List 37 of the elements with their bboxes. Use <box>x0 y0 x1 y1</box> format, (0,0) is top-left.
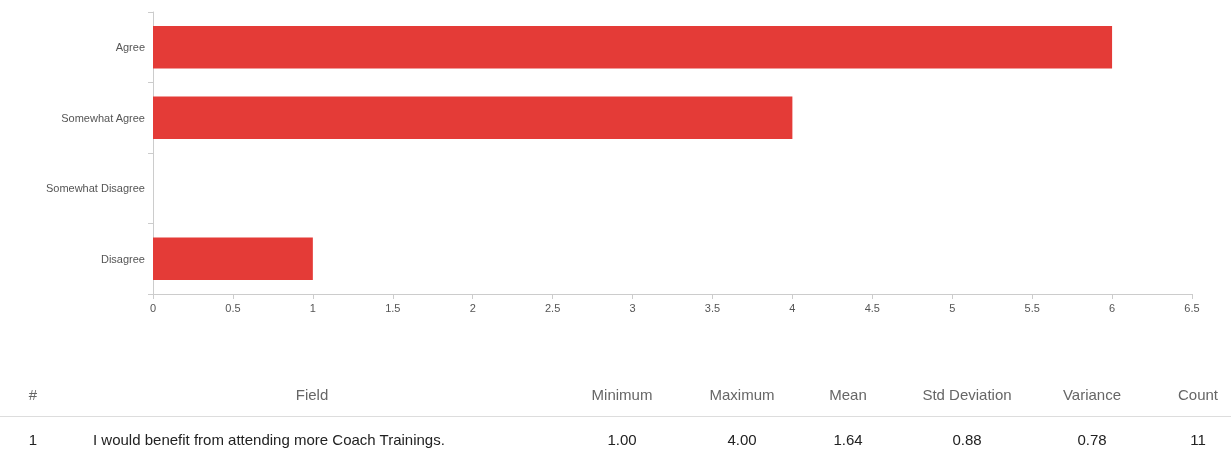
text: 4.00 <box>727 431 757 448</box>
x-tick-label: 2.5 <box>544 301 561 314</box>
bar <box>153 237 313 280</box>
x-tick-label: 1.5 <box>385 301 401 314</box>
text: 1.64 <box>833 431 863 448</box>
x-tick-label: 6 <box>1109 301 1116 314</box>
text: I would benefit from attending more Coach Trainings. <box>93 431 445 448</box>
x-tick-label: 4.5 <box>864 301 880 314</box>
y-tick-label: Disagree <box>100 252 145 265</box>
text: Mean <box>829 386 867 403</box>
text: Minimum <box>591 386 653 403</box>
text: Variance <box>1062 386 1122 403</box>
x-tick-label: 5.5 <box>1024 301 1040 314</box>
text: 1.00 <box>607 431 637 448</box>
text: 0.78 <box>1077 431 1107 448</box>
text: Std Deviation <box>922 386 1012 403</box>
x-tick-label: 1 <box>309 301 316 314</box>
y-tick-label: Somewhat Disagree <box>45 182 145 195</box>
x-tick-label: 0 <box>149 301 157 314</box>
text: Field <box>295 386 329 403</box>
text: 11 <box>1190 431 1206 448</box>
x-tick-label: 0.5 <box>225 301 241 314</box>
bar <box>153 96 793 139</box>
text: # <box>28 386 38 403</box>
x-tick-label: 2 <box>469 301 476 314</box>
text: 0.88 <box>952 431 982 448</box>
x-tick-label: 6.5 <box>1184 301 1200 314</box>
x-tick-label: 5 <box>949 301 956 314</box>
y-tick-label: Agree <box>115 41 145 54</box>
x-tick-label: 4 <box>789 301 796 314</box>
x-tick-label: 3.5 <box>704 301 721 314</box>
text: Maximum <box>709 386 775 403</box>
y-tick-label: Somewhat Agree <box>61 111 145 124</box>
bar <box>153 26 1113 69</box>
x-tick-label: 3 <box>629 301 636 314</box>
text: 1 <box>28 431 38 448</box>
text: Count <box>1177 386 1219 403</box>
